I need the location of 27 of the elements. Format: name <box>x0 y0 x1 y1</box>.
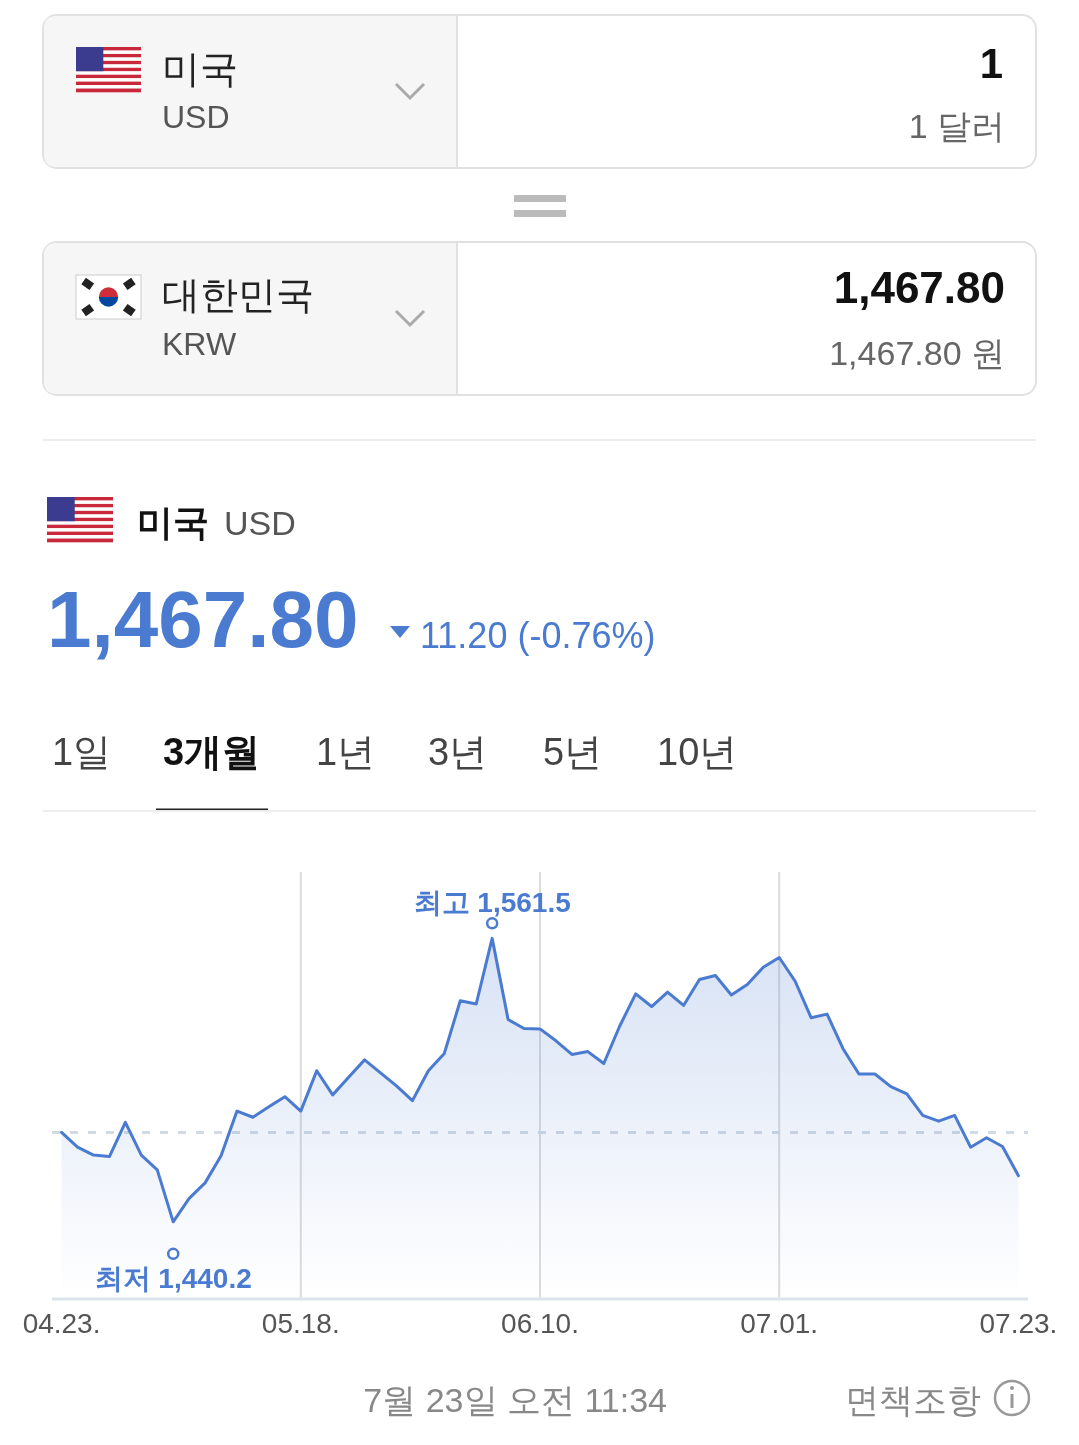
text: 1년 <box>316 731 376 773</box>
text: 7월 23일 오전 11:34 <box>363 1381 667 1419</box>
text: 11.20 (-0.76%) <box>420 615 656 656</box>
annotation: 최고 1,561.5 <box>413 887 571 919</box>
text: 1 달러 <box>908 107 1005 145</box>
text: USD <box>162 99 230 135</box>
text: 1,467.80 원 <box>829 334 1005 372</box>
text: 3년 <box>428 731 488 773</box>
text: 5년 <box>543 731 603 773</box>
text: 1 <box>979 40 1003 87</box>
text: 3개월 <box>163 731 261 773</box>
x-tick-label: 07.23. <box>979 1308 1058 1339</box>
text: 1,467.80 <box>833 263 1005 312</box>
chart-title: 미국 <box>137 502 209 543</box>
x-tick-label: 04.23. <box>22 1308 101 1339</box>
x-tick-label: 06.10. <box>501 1308 579 1339</box>
text: 대한민국 <box>162 274 314 316</box>
text: 10년 <box>657 731 738 773</box>
text: 면책조항 <box>845 1381 981 1419</box>
text: 1일 <box>52 731 112 773</box>
text: 미국 <box>162 48 238 90</box>
x-tick-label: 05.18. <box>261 1308 340 1339</box>
x-tick-label: 07.01. <box>740 1308 819 1339</box>
text: 1,467.80 <box>47 575 359 664</box>
annotation: 최저 1,440.2 <box>94 1262 252 1294</box>
chart-subtitle: USD <box>224 504 296 542</box>
text: KRW <box>162 326 237 362</box>
